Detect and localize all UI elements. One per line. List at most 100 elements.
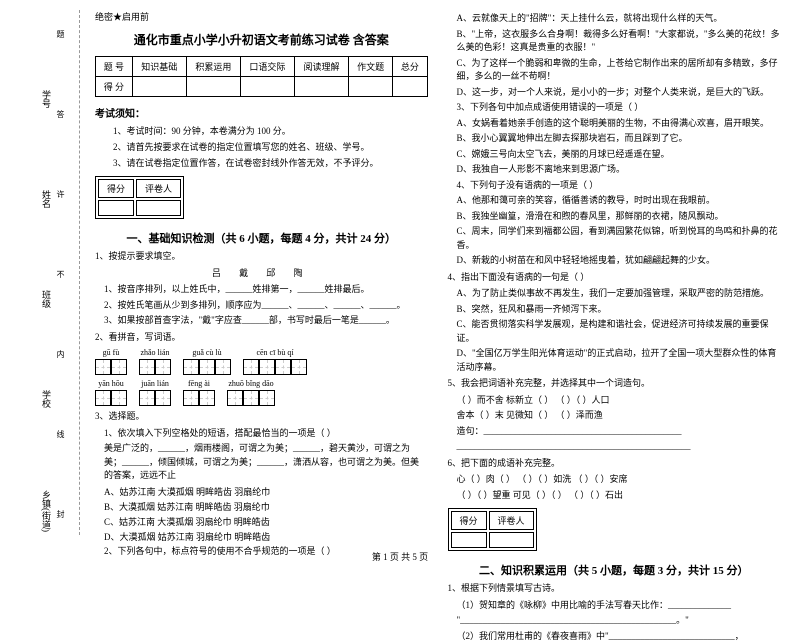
column-right: A、云就像天上的"招牌"：天上挂什么云，就将出现什么样的天气。 B、"上帝，这衣… — [448, 10, 781, 535]
section2-title: 二、知识积累运用（共 5 小题，每题 3 分，共计 15 分） — [448, 562, 781, 578]
q1-i2: 2、按姓氏笔画从少到多排列，顺序应为______、______、______、_… — [104, 299, 428, 313]
char-box — [199, 390, 215, 406]
th-1: 知识基础 — [132, 57, 186, 77]
char-box — [95, 359, 111, 375]
score-cell-3 — [240, 77, 294, 97]
margin-label-id: 学号 — [40, 90, 53, 108]
s2-q1-0: （1）贺知章的《咏柳》中用比喻的手法写春天比作：______________ — [457, 599, 781, 613]
c2-q5-1: 舍本（ ）末 见微知（ ） （ ）泽而渔 — [457, 409, 781, 423]
c2-b2: C、嫦娥三号向太空飞去，美丽的月球已经遥遥在望。 — [457, 148, 781, 162]
char-box — [111, 390, 127, 406]
th-0: 题 号 — [96, 57, 133, 77]
q3-body: 美是广泛的，______，烟雨楼阁，可谓之为美；______，碧天黄沙，可谓之为… — [104, 442, 428, 483]
char-group: guǎ cù lù — [183, 348, 231, 375]
margin-label-township: 乡镇(街道) — [40, 490, 53, 532]
q1-i3: 3、如果按部首查字法，"戴"字应查______部，书写时最后一笔是______。 — [104, 314, 428, 328]
c2-q5-2: 造句：_____________________________________… — [457, 425, 781, 439]
margin-side-0: 封 — [55, 510, 66, 520]
c2-d1: B、突然，狂风和暴雨一齐倾泻下来。 — [457, 303, 781, 317]
sb2-score: 得分 — [451, 511, 487, 530]
char-boxes — [243, 359, 307, 375]
c2-a3: D、这一步，对一个人来说，是小小的一步；对整个人类来说，是巨大的飞跃。 — [457, 86, 781, 100]
sb-score: 得分 — [98, 179, 134, 198]
margin-side-1: 线 — [55, 430, 66, 440]
score-label: 得 分 — [96, 77, 133, 97]
char-box — [291, 359, 307, 375]
pinyin-label: guǎ cù lù — [192, 348, 221, 357]
q3: 3、选择题。 — [95, 410, 428, 424]
c2-q6: 6、把下面的成语补充完整。 — [448, 457, 781, 471]
char-group: juān lián — [139, 379, 171, 406]
c2-b3: D、我独自一人形影不离地来到思源广场。 — [457, 163, 781, 177]
pinyin-row1: gū fùzhǎo liánguǎ cù lùcēn cī bù qí — [95, 348, 428, 375]
char-box — [95, 390, 111, 406]
char-group: zhǎo lián — [139, 348, 171, 375]
margin-side-2: 内 — [55, 350, 66, 360]
pinyin-row2: yān hōu juān lián fēng ài zhuō bǐng dāo — [95, 379, 428, 406]
notice-3: 3、请在试卷指定位置作答，在试卷密封线外作答无效，不予评分。 — [95, 156, 428, 169]
c2-b0: A、女娲看着她亲手创造的这个聪明美丽的生物，不由得满心欢喜，眉开眼笑。 — [457, 117, 781, 131]
sb-blank1 — [98, 200, 134, 216]
char-box — [155, 390, 171, 406]
th-5: 作文题 — [349, 57, 393, 77]
q3-optA: A、姑苏江南 大漠孤烟 明眸皓齿 羽扇纶巾 — [104, 485, 428, 498]
column-left: 绝密★启用前 通化市重点小学小升初语文考前练习试卷 含答案 题 号 知识基础 积… — [95, 10, 428, 535]
char-box — [111, 359, 127, 375]
margin-side-3: 不 — [55, 270, 66, 280]
char-group: fēng ài — [183, 379, 215, 406]
sb2-rater: 评卷人 — [489, 511, 534, 530]
char-boxes — [95, 359, 127, 375]
section2-score-box: 得分评卷人 — [448, 508, 537, 551]
char-box — [139, 359, 155, 375]
c2-c3: D、新栽的小树苗在和风中轻轻地摇曳着，犹如翩翩起舞的少女。 — [457, 254, 781, 268]
char-group: yān hōu — [95, 379, 127, 406]
c2-q34: 4、下列句子没有语病的一项是（ ） — [457, 179, 781, 193]
pinyin-label: zhuō bǐng dāo — [228, 379, 273, 388]
score-cell-6 — [393, 77, 427, 97]
char-box — [227, 390, 243, 406]
th-3: 口语交际 — [240, 57, 294, 77]
c2-c0: A、他那和蔼可亲的笑容，循循善诱的教导，时时出现在我眼前。 — [457, 194, 781, 208]
char-box — [139, 390, 155, 406]
char-box — [155, 359, 171, 375]
pinyin-label: zhǎo lián — [140, 348, 169, 357]
pinyin-label: cēn cī bù qí — [256, 348, 293, 357]
sb-rater: 评卷人 — [136, 179, 181, 198]
char-box — [215, 359, 231, 375]
section1-title: 一、基础知识检测（共 6 小题，每题 4 分，共计 24 分） — [95, 230, 428, 246]
notice-1: 1、考试时间：90 分钟，本卷满分为 100 分。 — [95, 124, 428, 137]
q2: 2、看拼音，写词语。 — [95, 331, 428, 345]
content-area: 绝密★启用前 通化市重点小学小升初语文考前练习试卷 含答案 题 号 知识基础 积… — [80, 10, 780, 535]
char-group: cēn cī bù qí — [243, 348, 307, 375]
c2-a2: C、为了这样一个脆弱和卑微的生命，上苍给它制作出来的居所却有多精致，多仔细，多么… — [457, 57, 781, 84]
page-container: 乡镇(街道) 学校 班级 姓名 学号 题 答 许 不 内 线 封 绝密★启用前 … — [0, 0, 800, 545]
notice-2: 2、请首先按要求在试卷的指定位置填写您的姓名、班级、学号。 — [95, 140, 428, 153]
c2-c1: B、我独坐幽篁，滑滑在和煦的春风里，那鲜丽的衣裙，随风飘动。 — [457, 210, 781, 224]
score-table: 题 号 知识基础 积累运用 口语交际 阅读理解 作文题 总分 得 分 — [95, 56, 428, 97]
char-group: zhuō bǐng dāo — [227, 379, 275, 406]
score-cell-1 — [132, 77, 186, 97]
sb-blank2 — [136, 200, 181, 216]
score-cell-4 — [294, 77, 348, 97]
q3-optD: D、大漠孤烟 姑苏江南 羽扇纶巾 明眸皓齿 — [104, 530, 428, 543]
th-4: 阅读理解 — [294, 57, 348, 77]
c2-q5-3: ________________________________________… — [457, 440, 781, 454]
score-cell-2 — [186, 77, 240, 97]
th-2: 积累运用 — [186, 57, 240, 77]
s2-q1-2: （2）我们常用杜甫的《春夜喜雨》中"______________________… — [457, 630, 781, 643]
q1-i1: 1、按音序排列，以上姓氏中，______姓排第一，______姓排最后。 — [104, 283, 428, 297]
char-box — [243, 359, 259, 375]
q3-optB: B、大漠孤烟 姑苏江南 明眸皓齿 羽扇纶巾 — [104, 500, 428, 513]
confidential-label: 绝密★启用前 — [95, 10, 428, 23]
q3-text: 1、依次填入下列空格处的短语，搭配最恰当的一项是（ ） — [104, 427, 428, 441]
s2-q1-1: "_______________________________________… — [457, 614, 781, 628]
margin-side-5: 答 — [55, 110, 66, 120]
c2-a1: B、"上帝，这衣服多么合身啊！裁得多么好看啊！"大家都说，"多么美的花纹！多么美… — [457, 28, 781, 55]
margin-label-school: 学校 — [40, 390, 53, 408]
char-box — [275, 359, 291, 375]
th-6: 总分 — [393, 57, 427, 77]
exam-title: 通化市重点小学小升初语文考前练习试卷 含答案 — [95, 31, 428, 48]
score-cell-5 — [349, 77, 393, 97]
pinyin-label: fēng ài — [188, 379, 210, 388]
binding-margin: 乡镇(街道) 学校 班级 姓名 学号 题 答 许 不 内 线 封 — [20, 10, 80, 535]
